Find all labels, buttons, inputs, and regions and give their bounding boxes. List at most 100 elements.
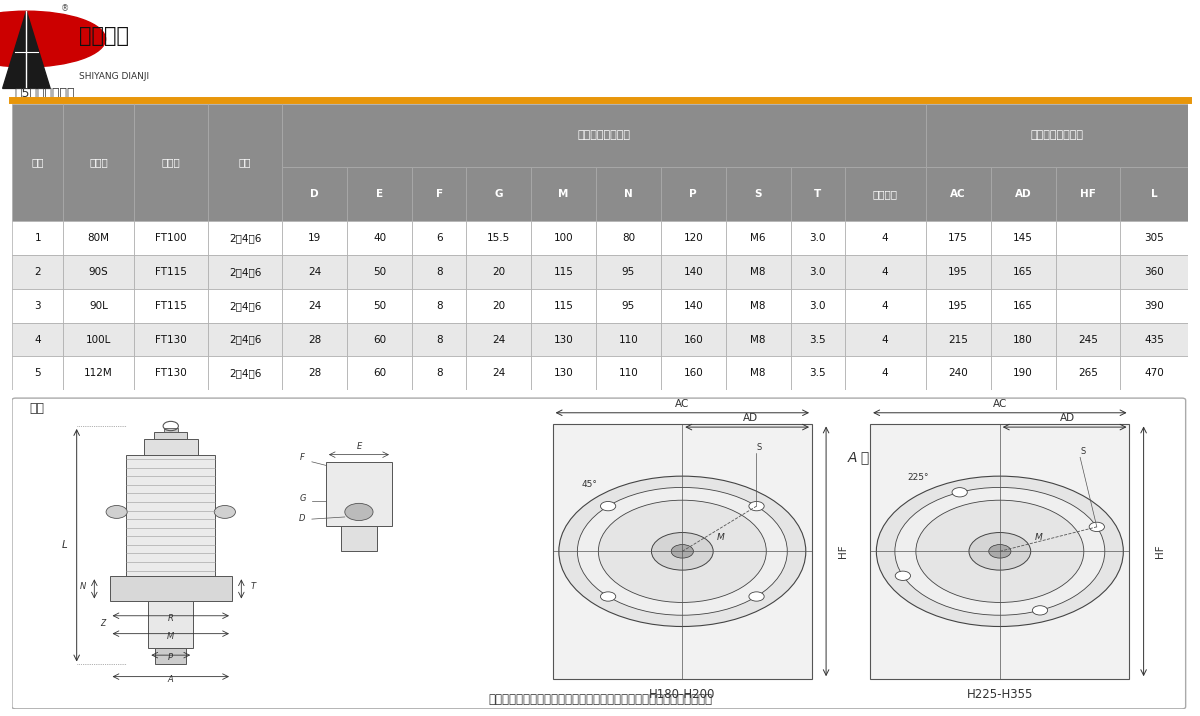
Text: 145: 145 (1013, 233, 1033, 243)
Bar (1121, 255, 1188, 289)
Bar (64, 289, 133, 323)
Bar (347, 289, 412, 323)
Text: L: L (1151, 189, 1158, 199)
Text: H180-H200: H180-H200 (649, 688, 715, 701)
Bar (347, 167, 412, 221)
Text: ®: ® (61, 4, 68, 13)
Text: HF: HF (1156, 544, 1165, 558)
Text: 2、4、6: 2、4、6 (229, 267, 262, 277)
Text: 435: 435 (1145, 334, 1164, 344)
Bar (726, 255, 791, 289)
Circle shape (895, 571, 911, 581)
Text: 4: 4 (882, 233, 888, 243)
Text: M8: M8 (750, 368, 766, 378)
Bar (532, 357, 596, 390)
Text: 160: 160 (683, 334, 703, 344)
Bar (845, 357, 925, 390)
Bar (144, 439, 198, 455)
Text: 90S: 90S (89, 267, 108, 277)
Bar (282, 357, 347, 390)
Bar (326, 462, 392, 526)
Bar (532, 255, 596, 289)
Text: 20: 20 (492, 267, 505, 277)
Circle shape (1032, 606, 1048, 615)
Bar (64, 323, 133, 357)
Bar (925, 323, 991, 357)
Bar (925, 255, 991, 289)
Bar (925, 357, 991, 390)
Text: 90L: 90L (89, 301, 108, 311)
Bar (133, 255, 208, 289)
Text: 165: 165 (1013, 267, 1033, 277)
Bar (412, 255, 466, 289)
Text: N: N (79, 582, 85, 591)
Text: 180: 180 (1013, 334, 1033, 344)
Bar (991, 289, 1056, 323)
Text: 24: 24 (492, 368, 505, 378)
Text: 外形尺寸（毫米）: 外形尺寸（毫米） (1031, 130, 1084, 140)
Text: 95: 95 (622, 267, 635, 277)
Text: T: T (814, 189, 821, 199)
Bar (282, 221, 347, 255)
Bar (208, 221, 282, 255)
Circle shape (344, 503, 373, 521)
Circle shape (749, 501, 764, 511)
Text: AD: AD (743, 413, 757, 423)
Bar (412, 323, 466, 357)
Text: M8: M8 (750, 301, 766, 311)
FancyBboxPatch shape (12, 398, 1186, 709)
Text: 95: 95 (622, 301, 635, 311)
Text: D: D (311, 189, 319, 199)
Bar (845, 167, 925, 221)
Text: AD: AD (1060, 413, 1075, 423)
Bar (596, 221, 661, 255)
Bar (596, 167, 661, 221)
Bar (845, 255, 925, 289)
Bar (791, 167, 845, 221)
Bar (347, 323, 412, 357)
Circle shape (968, 533, 1031, 570)
Bar (282, 104, 925, 167)
Bar (133, 357, 208, 390)
Bar (596, 255, 661, 289)
Text: S: S (1080, 447, 1085, 455)
Circle shape (876, 476, 1123, 626)
Text: 凸缘孔数: 凸缘孔数 (872, 189, 898, 199)
Bar (991, 255, 1056, 289)
Bar (64, 104, 133, 221)
Text: 24: 24 (492, 334, 505, 344)
Text: G: G (494, 189, 503, 199)
Bar (64, 357, 133, 390)
Text: HF: HF (838, 544, 848, 558)
Bar (553, 424, 812, 679)
Text: 110: 110 (618, 368, 638, 378)
Text: 470: 470 (1145, 368, 1164, 378)
Text: 立式安装、机座不带底脚、端盖上有凸缘（带通孔）、轴伸向下的电动机: 立式安装、机座不带底脚、端盖上有凸缘（带通孔）、轴伸向下的电动机 (488, 693, 712, 706)
Bar (466, 357, 532, 390)
Text: HF: HF (1080, 189, 1096, 199)
Bar (726, 323, 791, 357)
Text: 100: 100 (553, 233, 574, 243)
Text: 28: 28 (308, 334, 322, 344)
Text: 130: 130 (553, 368, 574, 378)
Bar (661, 167, 726, 221)
Bar (991, 167, 1056, 221)
Text: 世阳电机: 世阳电机 (79, 26, 130, 46)
Text: P: P (168, 653, 173, 662)
Text: 130: 130 (553, 334, 574, 344)
Text: M8: M8 (750, 267, 766, 277)
Bar (726, 357, 791, 390)
Bar (12, 323, 64, 357)
Circle shape (600, 592, 616, 601)
Text: H225-H355: H225-H355 (967, 688, 1033, 701)
Bar (925, 104, 1188, 167)
Text: M8: M8 (750, 334, 766, 344)
Text: 图六: 图六 (30, 402, 44, 415)
Text: 195: 195 (948, 301, 968, 311)
Text: R: R (168, 614, 174, 624)
Bar (412, 221, 466, 255)
Bar (12, 289, 64, 323)
Text: 8: 8 (436, 334, 443, 344)
Text: 4: 4 (882, 368, 888, 378)
Text: 表5（对应图五）: 表5（对应图五） (14, 87, 74, 100)
